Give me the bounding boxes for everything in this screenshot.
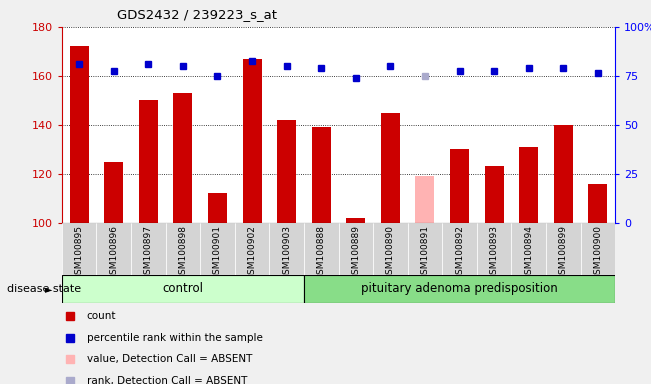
Bar [381,113,400,223]
Text: GSM100902: GSM100902 [247,225,256,280]
FancyBboxPatch shape [304,223,339,275]
Bar [415,176,434,223]
Text: GSM100889: GSM100889 [352,225,360,280]
FancyBboxPatch shape [339,223,373,275]
Bar [484,166,504,223]
FancyBboxPatch shape [200,223,235,275]
Text: disease state: disease state [7,284,81,294]
Bar [304,275,615,303]
Text: GSM100888: GSM100888 [317,225,326,280]
Bar [173,93,193,223]
Bar [554,125,573,223]
Text: GDS2432 / 239223_s_at: GDS2432 / 239223_s_at [117,8,277,21]
FancyBboxPatch shape [62,223,96,275]
FancyBboxPatch shape [546,223,581,275]
Bar [450,149,469,223]
FancyBboxPatch shape [165,223,200,275]
Bar [346,218,365,223]
FancyBboxPatch shape [581,223,615,275]
Text: GSM100900: GSM100900 [594,225,602,280]
Text: GSM100899: GSM100899 [559,225,568,280]
Text: count: count [87,311,117,321]
Bar [519,147,538,223]
Text: GSM100892: GSM100892 [455,225,464,280]
Bar [243,59,262,223]
Text: rank, Detection Call = ABSENT: rank, Detection Call = ABSENT [87,376,247,384]
FancyBboxPatch shape [442,223,477,275]
Text: ►: ► [44,284,52,294]
FancyBboxPatch shape [96,223,131,275]
Bar [139,100,158,223]
Text: GSM100895: GSM100895 [75,225,83,280]
Bar [589,184,607,223]
Text: GSM100901: GSM100901 [213,225,222,280]
FancyBboxPatch shape [477,223,512,275]
FancyBboxPatch shape [512,223,546,275]
Text: value, Detection Call = ABSENT: value, Detection Call = ABSENT [87,354,252,364]
Text: GSM100893: GSM100893 [490,225,499,280]
Text: GSM100896: GSM100896 [109,225,118,280]
Text: GSM100903: GSM100903 [282,225,291,280]
FancyBboxPatch shape [235,223,270,275]
Text: pituitary adenoma predisposition: pituitary adenoma predisposition [361,283,558,295]
Bar [312,127,331,223]
Bar [208,193,227,223]
Text: control: control [162,283,203,295]
Text: GSM100890: GSM100890 [386,225,395,280]
Bar [70,46,89,223]
Text: GSM100894: GSM100894 [524,225,533,280]
Bar [104,162,123,223]
FancyBboxPatch shape [270,223,304,275]
FancyBboxPatch shape [408,223,442,275]
FancyBboxPatch shape [131,223,165,275]
Text: percentile rank within the sample: percentile rank within the sample [87,333,262,343]
Bar [62,275,304,303]
Text: GSM100898: GSM100898 [178,225,187,280]
FancyBboxPatch shape [373,223,408,275]
Bar [277,120,296,223]
Text: GSM100897: GSM100897 [144,225,153,280]
Text: GSM100891: GSM100891 [421,225,430,280]
